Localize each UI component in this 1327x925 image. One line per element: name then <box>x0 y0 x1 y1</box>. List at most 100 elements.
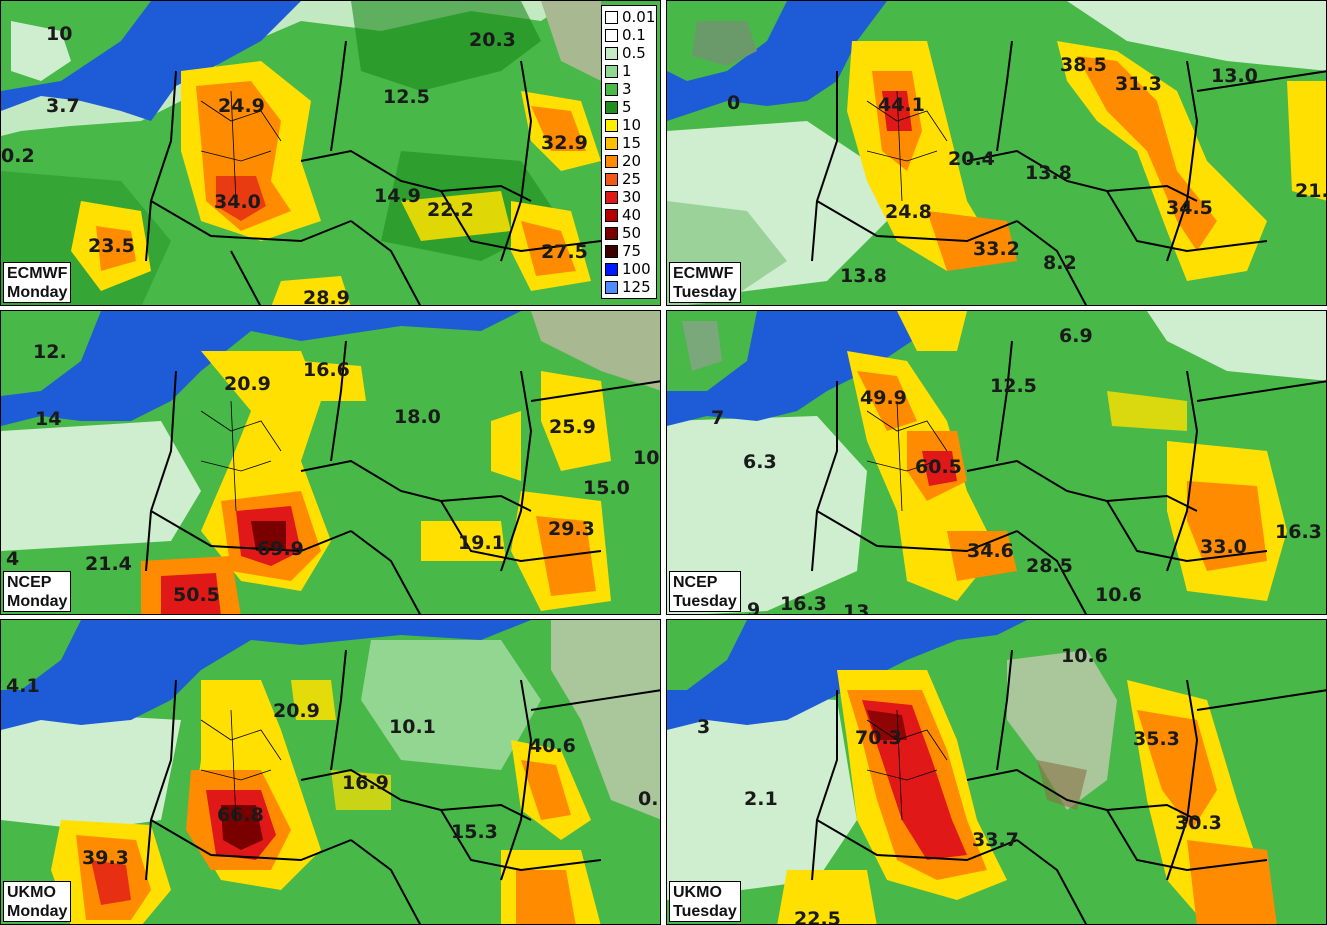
precip-value: 13.0 <box>1211 65 1258 87</box>
precip-value: 34.6 <box>967 540 1014 562</box>
forecast-day: Monday <box>7 284 68 301</box>
precip-value: 16.9 <box>342 772 389 794</box>
precip-value: 12. <box>33 341 67 363</box>
legend-label: 0.5 <box>622 43 646 62</box>
precip-value: 66.8 <box>217 804 264 826</box>
precip-value: 0.1 <box>638 788 660 810</box>
precip-value: 6.3 <box>743 451 777 473</box>
precip-value: 13.8 <box>840 265 887 287</box>
precip-value: 49.9 <box>860 387 907 409</box>
panel-label: NCEP Tuesday <box>669 571 741 612</box>
precip-value: 34.5 <box>1166 197 1213 219</box>
legend-label: 75 <box>622 241 642 260</box>
precip-value: 14 <box>35 408 62 430</box>
precip-value: 9 <box>747 599 761 615</box>
legend-row: 0.5 <box>605 44 654 62</box>
map-panel-ukmo-tuesday: 10.6 70.3 3 35.3 2.1 33.7 30.3 22.5 UKMO… <box>666 619 1327 925</box>
precip-value: 15.0 <box>583 477 630 499</box>
precip-value: 3 <box>697 716 711 738</box>
model-name: ECMWF <box>673 265 734 282</box>
precip-value: 38.5 <box>1060 54 1107 76</box>
precip-value: 13 <box>843 601 870 615</box>
legend-swatch <box>605 28 618 42</box>
precip-value: 40.6 <box>529 735 576 757</box>
precipitation-legend: 0.01 0.1 0.5 1 3 5 10 15 20 25 30 40 50 … <box>601 5 657 299</box>
legend-label: 0.1 <box>622 25 646 44</box>
precip-value: 22.5 <box>794 908 841 925</box>
precip-value: 20.3 <box>469 29 516 51</box>
legend-label: 25 <box>622 169 642 188</box>
legend-swatch <box>605 208 618 222</box>
legend-row: 5 <box>605 98 654 116</box>
legend-swatch <box>605 10 618 24</box>
precipitation-map <box>1 311 660 614</box>
precip-value: 10. <box>633 447 660 469</box>
model-name: NCEP <box>7 574 52 591</box>
panel-label: NCEP Monday <box>3 571 72 612</box>
precipitation-map <box>667 620 1326 924</box>
legend-swatch <box>605 136 618 150</box>
legend-swatch <box>605 190 618 204</box>
legend-label: 10 <box>622 115 642 134</box>
precip-value: 29.3 <box>548 518 595 540</box>
map-panel-ncep-monday: 12. 16.6 20.9 14 18.0 25.9 10. 15.0 29.3… <box>0 310 661 615</box>
precip-value: 31.3 <box>1115 73 1162 95</box>
model-name: NCEP <box>673 574 718 591</box>
precip-value: 18.0 <box>394 406 441 428</box>
precip-value: 7 <box>711 407 725 429</box>
precip-value: 8.2 <box>1043 252 1077 274</box>
legend-row: 0.1 <box>605 26 654 44</box>
precip-value: 30.3 <box>1175 812 1222 834</box>
precip-value: 21.4 <box>85 553 132 575</box>
precip-value: 20.9 <box>273 700 320 722</box>
precip-value: 10 <box>46 23 73 45</box>
precip-value: 39.3 <box>82 847 129 869</box>
forecast-day: Tuesday <box>673 284 737 301</box>
precip-value: 50.5 <box>173 584 220 606</box>
precip-value: 33.0 <box>1200 536 1247 558</box>
legend-swatch <box>605 262 618 276</box>
precip-value: 70.3 <box>855 727 902 749</box>
precip-value: 34.0 <box>214 191 261 213</box>
panel-label: UKMO Monday <box>3 881 72 922</box>
panel-label: ECMWF Tuesday <box>669 262 741 303</box>
forecast-day: Monday <box>7 903 68 920</box>
precip-value: 27.5 <box>541 241 588 263</box>
precip-value: 22.2 <box>427 199 474 221</box>
precip-value: 69.9 <box>257 538 304 560</box>
precip-value: 4.1 <box>6 675 40 697</box>
precip-value: 4 <box>6 548 20 570</box>
precip-value: 33.2 <box>973 238 1020 260</box>
precip-value: 3.7 <box>46 95 80 117</box>
precip-value: 14.9 <box>374 185 421 207</box>
precip-value: 16.6 <box>303 359 350 381</box>
precip-value: 19.1 <box>458 532 505 554</box>
legend-swatch <box>605 100 618 114</box>
legend-row: 125 <box>605 278 654 296</box>
precip-value: 6.9 <box>1059 325 1093 347</box>
precip-value: 24.8 <box>885 201 932 223</box>
legend-swatch <box>605 46 618 60</box>
precip-value: 32.9 <box>541 132 588 154</box>
legend-row: 75 <box>605 242 654 260</box>
legend-row: 15 <box>605 134 654 152</box>
precip-value: 13.8 <box>1025 162 1072 184</box>
legend-label: 15 <box>622 133 642 152</box>
precip-value: 15.3 <box>451 821 498 843</box>
precip-value: 44.1 <box>878 94 925 116</box>
map-panel-ncep-tuesday: 6.9 49.9 12.5 7 6.3 60.5 16.3 34.6 33.0 … <box>666 310 1327 615</box>
map-panel-ukmo-monday: 4.1 20.9 10.1 40.6 16.9 0.1 66.8 15.3 39… <box>0 619 661 925</box>
legend-row: 25 <box>605 170 654 188</box>
panel-label: ECMWF Monday <box>3 262 72 303</box>
precip-value: 16.3 <box>780 593 827 615</box>
legend-label: 5 <box>622 97 632 116</box>
legend-swatch <box>605 244 618 258</box>
legend-label: 20 <box>622 151 642 170</box>
model-name: ECMWF <box>7 265 68 282</box>
legend-row: 1 <box>605 62 654 80</box>
legend-label: 50 <box>622 223 642 242</box>
precip-value: 12.5 <box>383 86 430 108</box>
precip-value: 10.6 <box>1061 645 1108 667</box>
legend-row: 50 <box>605 224 654 242</box>
precip-value: 25.9 <box>549 416 596 438</box>
